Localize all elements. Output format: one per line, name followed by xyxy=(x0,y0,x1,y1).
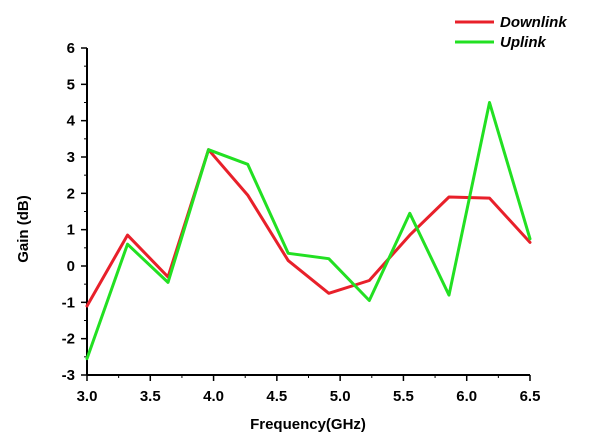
y-tick-label: -2 xyxy=(62,331,75,348)
x-tick-label: 4.5 xyxy=(266,388,287,405)
y-tick-label: 5 xyxy=(67,76,75,93)
y-tick-label: -3 xyxy=(62,367,75,384)
x-tick-label: 4.0 xyxy=(203,388,224,405)
y-tick-label: 0 xyxy=(67,258,75,275)
x-axis-title: Frequency(GHz) xyxy=(250,416,366,433)
x-tick-label: 5.5 xyxy=(393,388,414,405)
legend-label-uplink: Uplink xyxy=(500,34,546,51)
y-tick-label: 1 xyxy=(67,222,75,239)
x-tick-label: 5.0 xyxy=(330,388,351,405)
x-tick-label: 3.5 xyxy=(140,388,161,405)
axes: 3.0 3.5 4.0 4.5 5.0 5.5 6.0 6.5 -3 -2 -1 0 1 2 3 4 5 6 xyxy=(62,40,541,405)
legend: Downlink Uplink xyxy=(455,14,567,51)
y-tick-label: 2 xyxy=(67,185,75,202)
y-axis-title: Gain (dB) xyxy=(15,195,32,263)
y-tick-label: 6 xyxy=(67,40,75,57)
y-tick-label: 3 xyxy=(67,149,75,166)
y-tick-label: -1 xyxy=(62,294,75,311)
x-tick-label: 6.5 xyxy=(520,388,541,405)
legend-label-downlink: Downlink xyxy=(500,14,567,31)
series-line-downlink xyxy=(85,148,532,308)
series-lines xyxy=(85,101,532,361)
x-tick-label: 3.0 xyxy=(77,388,98,405)
series-line-uplink xyxy=(85,101,532,361)
x-tick-label: 6.0 xyxy=(456,388,477,405)
y-tick-label: 4 xyxy=(67,113,76,130)
